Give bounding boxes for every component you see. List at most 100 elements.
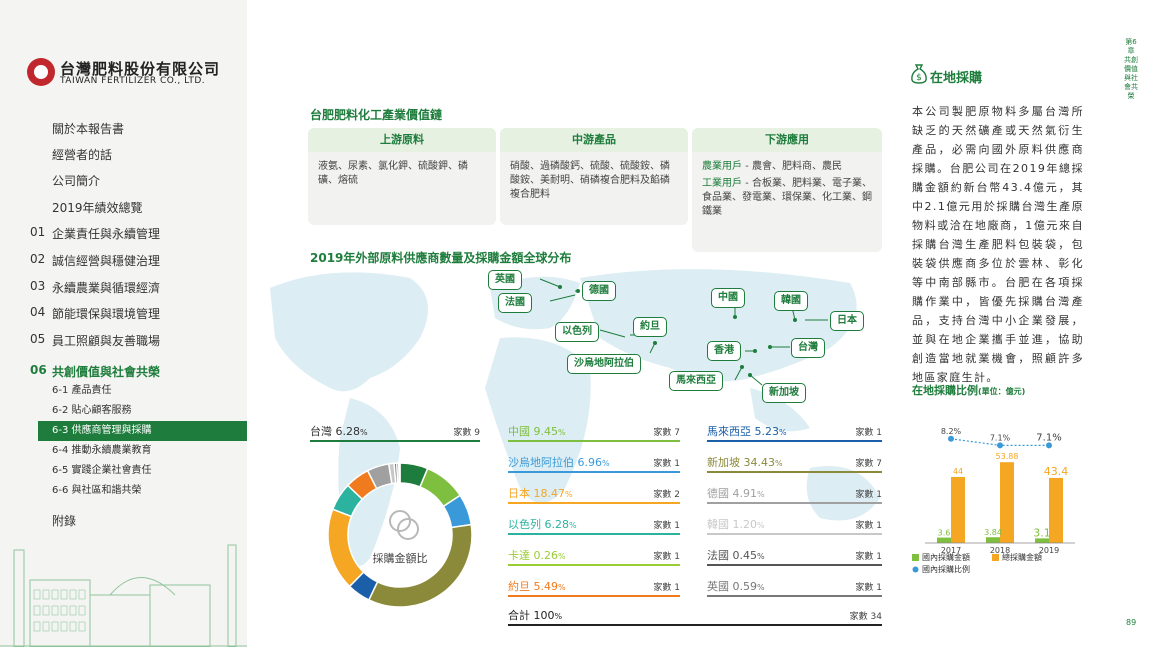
stat-count: 家數 1 bbox=[855, 552, 882, 562]
stat-name: 英國 bbox=[707, 580, 729, 593]
local-purchase-chart: 3.6 44 3.84 53.88 3.1 43.4 8.2% 7.1% 7.1% 2017 2… bbox=[912, 427, 1075, 574]
sidebar-item[interactable]: 永續農業與循環經濟 bbox=[52, 281, 161, 295]
stat-count: 家數 7 bbox=[653, 428, 680, 438]
ratio-label: 7.1% bbox=[1036, 432, 1061, 443]
ratio-title-text: 在地採購比例 bbox=[912, 384, 978, 397]
stat-underline bbox=[508, 471, 680, 473]
legend-swatch bbox=[992, 554, 999, 561]
sidebar-item[interactable]: 誠信經營與穩健治理 bbox=[52, 254, 161, 268]
value-chain-title: 台肥肥料化工產業價值鏈 bbox=[310, 108, 443, 122]
sidebar-item[interactable]: 員工照顧與友善職場 bbox=[52, 334, 161, 348]
stat-count: 家數 7 bbox=[855, 459, 882, 469]
stat-underline bbox=[508, 440, 680, 442]
sidebar-item[interactable]: 關於本報告書 bbox=[52, 122, 125, 136]
stat-pct: 0.45 bbox=[732, 549, 758, 562]
ratio-point bbox=[997, 442, 1003, 449]
donut-slice bbox=[327, 508, 365, 588]
stat-pct: 5.49 bbox=[533, 580, 559, 593]
stat-name: 台灣 bbox=[310, 425, 332, 438]
stat-item: 中國 9.45% 家數 7 bbox=[508, 423, 680, 453]
stat-name: 馬來西亞 bbox=[707, 425, 751, 438]
stat-pct: 9.45 bbox=[533, 425, 559, 438]
stat-name: 約旦 bbox=[508, 580, 530, 593]
sidebar-item[interactable]: 公司簡介 bbox=[52, 174, 101, 188]
stat-underline bbox=[707, 440, 882, 442]
sidebar-subitem[interactable]: 6-3 供應商管理與採購 bbox=[52, 425, 152, 436]
sidebar-item[interactable]: 企業責任與永續管理 bbox=[52, 227, 161, 241]
logo-text-cn: 台灣肥料股份有限公司 bbox=[60, 60, 221, 78]
x-tick-label: 2018 bbox=[990, 546, 1010, 555]
bar-total-label: 43.4 bbox=[1044, 465, 1069, 478]
money-bag-icon: $ bbox=[911, 64, 927, 84]
purchase-donut-chart: 採購金額比 bbox=[327, 462, 473, 608]
stat-pct: 34.43 bbox=[743, 456, 776, 469]
sidebar-item[interactable]: 經營者的話 bbox=[52, 148, 113, 162]
sidebar-subitem[interactable]: 6-2 貼心顧客服務 bbox=[52, 405, 132, 416]
bar-domestic bbox=[986, 537, 1000, 543]
svg-text:$: $ bbox=[916, 73, 922, 83]
stat-pct: 6.28 bbox=[335, 425, 361, 438]
stat-pct-suffix: % bbox=[558, 583, 566, 592]
sidebar-item[interactable]: 共創價值與社會共榮 bbox=[52, 365, 161, 379]
sidebar-item-appendix[interactable]: 附錄 bbox=[52, 514, 77, 528]
stat-pct-suffix: % bbox=[565, 490, 573, 499]
stat-item: 卡達 0.26% 家數 1 bbox=[508, 547, 680, 577]
stat-item: 以色列 6.28% 家數 1 bbox=[508, 516, 680, 546]
stat-underline bbox=[310, 440, 480, 442]
ratio-title: 在地採購比例(單位：億元) bbox=[912, 382, 1025, 398]
sidebar-subitem[interactable]: 6-1 產品責任 bbox=[52, 385, 112, 396]
stat-count: 家數 1 bbox=[653, 552, 680, 562]
sidebar-item[interactable]: 2019年績效總覽 bbox=[52, 201, 143, 215]
stat-name: 中國 bbox=[508, 425, 530, 438]
donut-slice bbox=[367, 523, 473, 608]
stat-pct-suffix: % bbox=[779, 428, 787, 437]
chapter-tag: 第6章 共創價值與社會共榮 bbox=[1124, 38, 1138, 100]
stat-name: 新加坡 bbox=[707, 456, 740, 469]
factory-illustration-icon bbox=[0, 544, 247, 647]
stat-underline bbox=[508, 502, 680, 504]
sidebar bbox=[0, 0, 247, 647]
stat-pct: 0.59 bbox=[732, 580, 758, 593]
sidebar-item[interactable]: 節能環保與環境管理 bbox=[52, 307, 161, 321]
map-label-malaysia: 馬來西亞 bbox=[669, 371, 723, 391]
ratio-label: 8.2% bbox=[941, 427, 962, 436]
legend-swatch bbox=[912, 554, 919, 561]
local-purchase-body: 本公司製肥原物料多屬台灣所缺乏的天然礦產或天然氣衍生產品，必需向國外原料供應商採… bbox=[912, 105, 1084, 384]
stat-pct-suffix: % bbox=[569, 521, 577, 530]
sidebar-subitem[interactable]: 6-5 實踐企業社會責任 bbox=[52, 465, 152, 476]
map-label-france: 法國 bbox=[498, 293, 532, 313]
stat-underline bbox=[508, 533, 680, 535]
stat-pct-suffix: % bbox=[757, 583, 765, 592]
stat-name: 法國 bbox=[707, 549, 729, 562]
stat-count: 家數 1 bbox=[855, 521, 882, 531]
stat-name: 日本 bbox=[508, 487, 530, 500]
map-label-taiwan: 台灣 bbox=[791, 338, 825, 358]
legend-label: 總採購金額 bbox=[1002, 552, 1042, 562]
stat-count: 家數 1 bbox=[653, 583, 680, 593]
donut-slice bbox=[398, 462, 401, 484]
stat-item: 沙烏地阿拉伯 6.96% 家數 1 bbox=[508, 454, 680, 484]
local-purchase-title: 在地採購 bbox=[930, 71, 983, 86]
stat-pct: 6.28 bbox=[544, 518, 570, 531]
stat-pct-suffix: % bbox=[775, 459, 783, 468]
stat-name: 以色列 bbox=[508, 518, 541, 531]
stat-count: 家數 2 bbox=[653, 490, 680, 500]
ratio-label: 7.1% bbox=[990, 433, 1011, 442]
stat-item: 韓國 1.20% 家數 1 bbox=[707, 516, 882, 546]
bar-domestic-label: 3.84 bbox=[984, 528, 1002, 537]
donut-center-label: 採購金額比 bbox=[373, 551, 428, 565]
sidebar-subitem[interactable]: 6-6 與社區和諧共榮 bbox=[52, 485, 142, 496]
stat-item: 日本 18.47% 家數 2 bbox=[508, 485, 680, 515]
x-tick-label: 2019 bbox=[1039, 546, 1059, 555]
chain-industry-body: - 合板業、肥料業、電子業、食品業、發電業、環保業、化工業、鋼鐵業 bbox=[702, 178, 872, 217]
bar-total bbox=[1049, 477, 1063, 543]
stat-pct-suffix: % bbox=[757, 521, 765, 530]
stat-count: 家數 9 bbox=[453, 428, 480, 438]
map-label-singapore: 新加坡 bbox=[762, 383, 806, 403]
sidebar-item-num: 05 bbox=[30, 332, 46, 346]
stat-taiwan: 台灣 6.28% 家數 9 bbox=[310, 423, 480, 453]
stat-count: 家數 1 bbox=[653, 521, 680, 531]
sidebar-subitem[interactable]: 6-4 推動永續農業教育 bbox=[52, 445, 152, 456]
map-label-israel: 以色列 bbox=[555, 322, 599, 342]
stat-pct-suffix: % bbox=[360, 428, 368, 437]
